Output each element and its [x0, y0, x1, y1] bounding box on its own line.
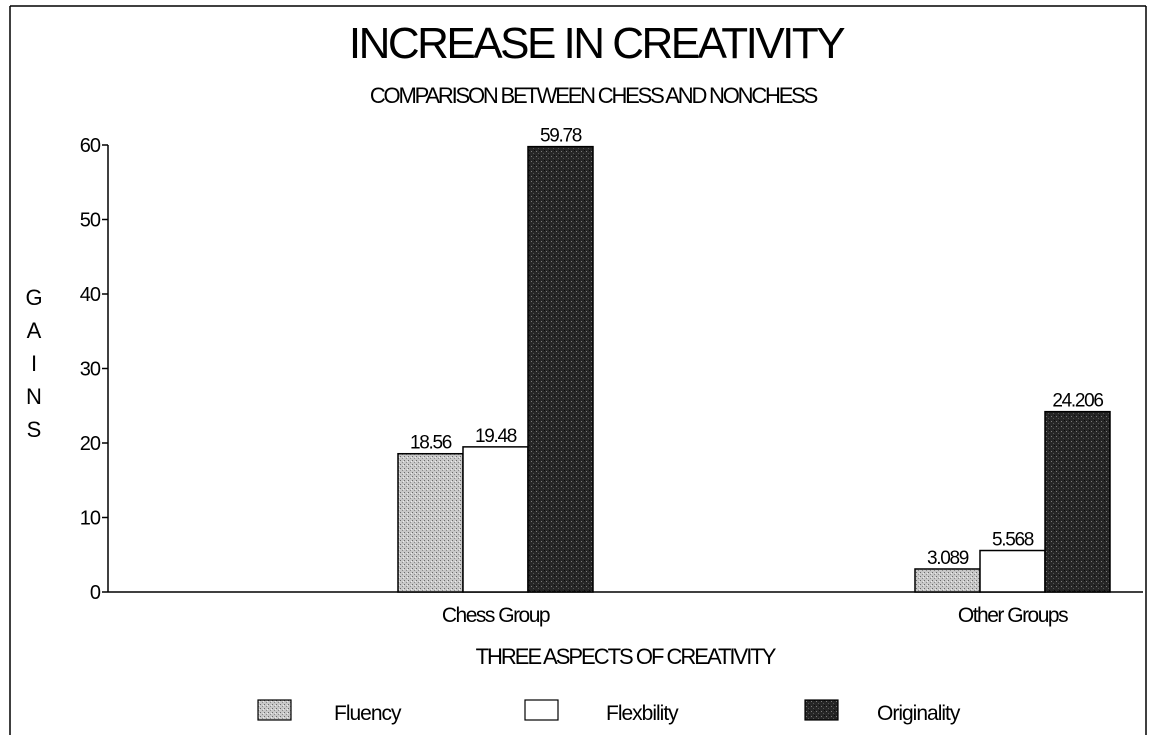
y-tick-label: 30 [80, 359, 101, 381]
y-axis-label-letter: N [26, 384, 42, 409]
value-label: 59.78 [540, 126, 582, 147]
bar-fluency-chess [397, 452, 464, 593]
value-labels: 18.56 3.089 19.48 5.568 59.78 24.206 [410, 126, 1105, 569]
value-label: 19.48 [475, 426, 517, 447]
category-labels: Chess Group Other Groups [442, 604, 1070, 627]
chart-title: INCREASE IN CREATIVITY [349, 19, 845, 68]
bar-fluency-other [914, 568, 981, 593]
y-tick-label: 0 [90, 582, 101, 604]
category-label: Chess Group [442, 604, 550, 627]
value-label: 3.089 [927, 548, 969, 569]
x-axis-label: THREE ASPECTS OF CREATIVITY [476, 644, 777, 669]
bar-originality-other [1044, 410, 1111, 593]
value-label: 24.206 [1052, 391, 1103, 412]
y-tick-label: 40 [80, 284, 101, 306]
y-tick-label: 20 [80, 433, 101, 455]
y-axis-label-letter: A [27, 318, 42, 343]
bar-flexbility-chess [462, 446, 529, 593]
legend-swatch-flexbility [524, 699, 559, 721]
legend-swatch-fluency [257, 699, 292, 721]
legend-label: Fluency [334, 702, 402, 725]
legend-label: Originality [877, 702, 961, 725]
y-tick-label: 50 [80, 210, 101, 232]
value-label: 18.56 [410, 433, 452, 454]
y-tick-label: 60 [80, 135, 101, 157]
y-axis-label-letter: I [31, 351, 37, 376]
y-axis-label-letter: G [25, 285, 42, 310]
bars [397, 145, 1111, 593]
y-ticks: 0 10 20 30 40 50 60 [80, 135, 108, 604]
y-tick-label: 10 [80, 508, 101, 530]
bar-originality-chess [527, 145, 594, 593]
legend-label: Flexbility [606, 702, 679, 725]
bar-flexbility-other [979, 549, 1046, 593]
chart-subtitle: COMPARISON BETWEEN CHESS AND NONCHESS [370, 83, 818, 108]
y-axis-label-letter: S [27, 417, 42, 442]
value-label: 5.568 [992, 530, 1034, 551]
category-label: Other Groups [958, 604, 1068, 627]
legend: Fluency Flexbility Originality [257, 699, 962, 725]
legend-swatch-originality [804, 699, 839, 721]
